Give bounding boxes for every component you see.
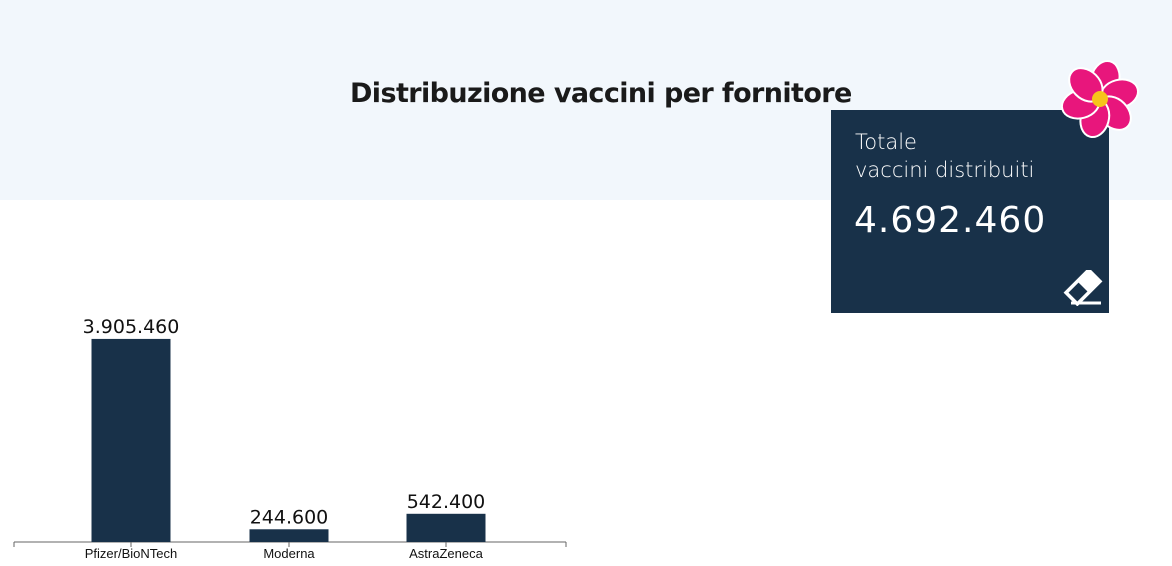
total-label-line2: vaccini distribuiti — [855, 158, 1035, 182]
page-title: Distribuzione vaccini per fornitore — [350, 78, 852, 109]
x-tick-label: AstraZeneca — [409, 546, 483, 561]
total-value: 4.692.460 — [854, 200, 1047, 241]
total-vaccines-card: Totale vaccini distribuiti 4.692.460 — [831, 110, 1109, 313]
x-tick-label: Pfizer/BioNTech — [85, 546, 177, 561]
bar-chart-svg: 3.905.460 Pfizer/BioNTech 244.600 Moderna 54… — [13, 316, 567, 561]
bar-astrazeneca[interactable] — [406, 513, 486, 542]
flower-center — [1092, 91, 1108, 107]
total-label-line1: Totale — [855, 130, 917, 154]
bar-moderna[interactable] — [249, 529, 329, 542]
bar-chart: 3.905.460 Pfizer/BioNTech 244.600 Moderna 54… — [0, 300, 580, 566]
flower-icon — [1060, 59, 1140, 139]
data-label: 244.600 — [250, 506, 329, 528]
data-label: 3.905.460 — [83, 316, 180, 338]
eraser-icon[interactable] — [1063, 270, 1103, 306]
data-label: 542.400 — [407, 491, 486, 513]
x-tick-label: Moderna — [263, 546, 315, 561]
bar-pfizer-biontech[interactable] — [91, 338, 171, 542]
total-label: Totale vaccini distribuiti — [855, 128, 1095, 184]
